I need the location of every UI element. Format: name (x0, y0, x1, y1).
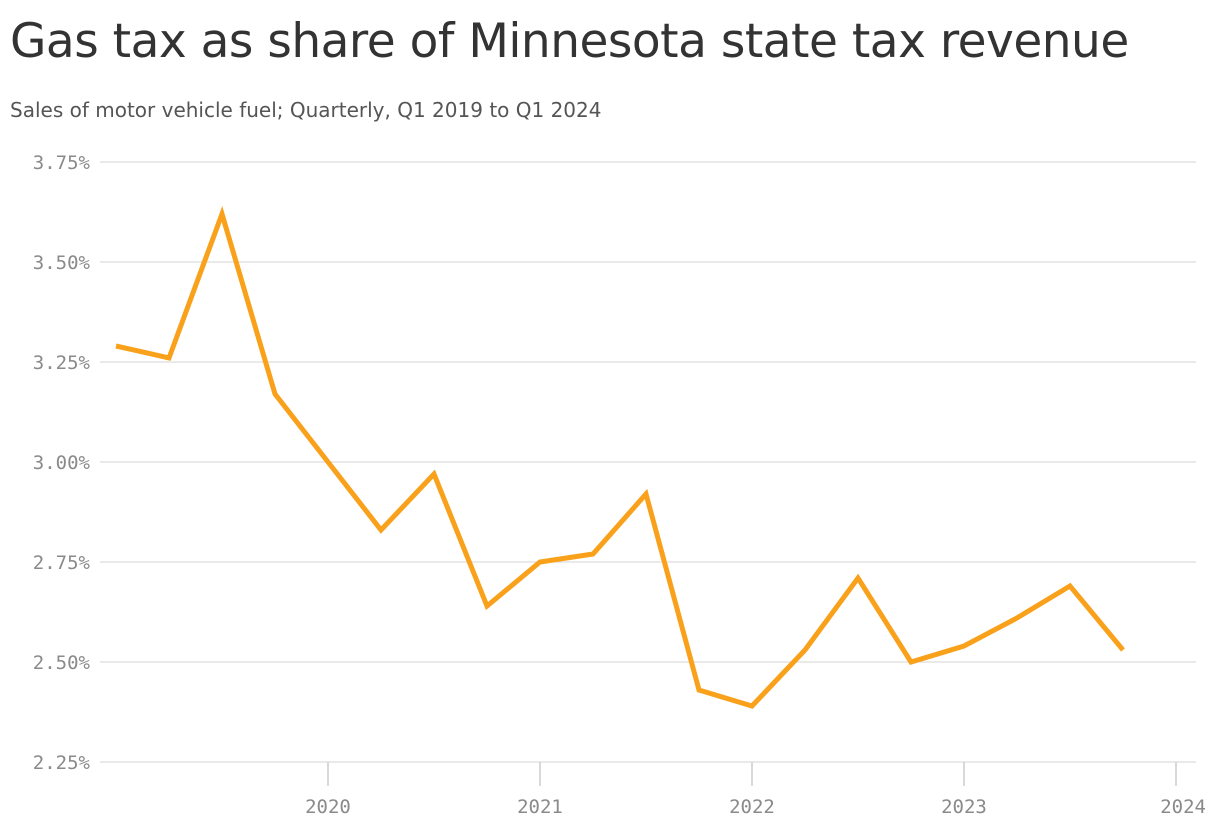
x-tick-label: 2023 (941, 796, 987, 818)
series-line (115, 206, 1125, 709)
y-tick-label: 2.25% (33, 752, 91, 774)
x-tick-label: 2021 (517, 796, 563, 818)
x-axis: 2020 2021 2022 2023 2024 (305, 762, 1206, 818)
grid-layer (100, 161, 1196, 763)
series-layer (115, 206, 1125, 709)
x-tick-label: 2022 (729, 796, 775, 818)
chart-subtitle: Sales of motor vehicle fuel; Quarterly, … (10, 98, 602, 122)
y-tick-label: 3.25% (33, 352, 91, 374)
x-tick-label: 2024 (1160, 796, 1206, 818)
y-tick-label: 3.75% (33, 152, 91, 174)
chart-title: Gas tax as share of Minnesota state tax … (10, 14, 1129, 69)
y-axis-labels: 2.25% 2.50% 2.75% 3.00% 3.25% 3.50% 3.75% (33, 152, 91, 774)
y-tick-label: 2.75% (33, 552, 91, 574)
y-tick-label: 3.50% (33, 252, 91, 274)
y-tick-label: 3.00% (33, 452, 91, 474)
x-tick-label: 2020 (305, 796, 351, 818)
y-tick-label: 2.50% (33, 652, 91, 674)
